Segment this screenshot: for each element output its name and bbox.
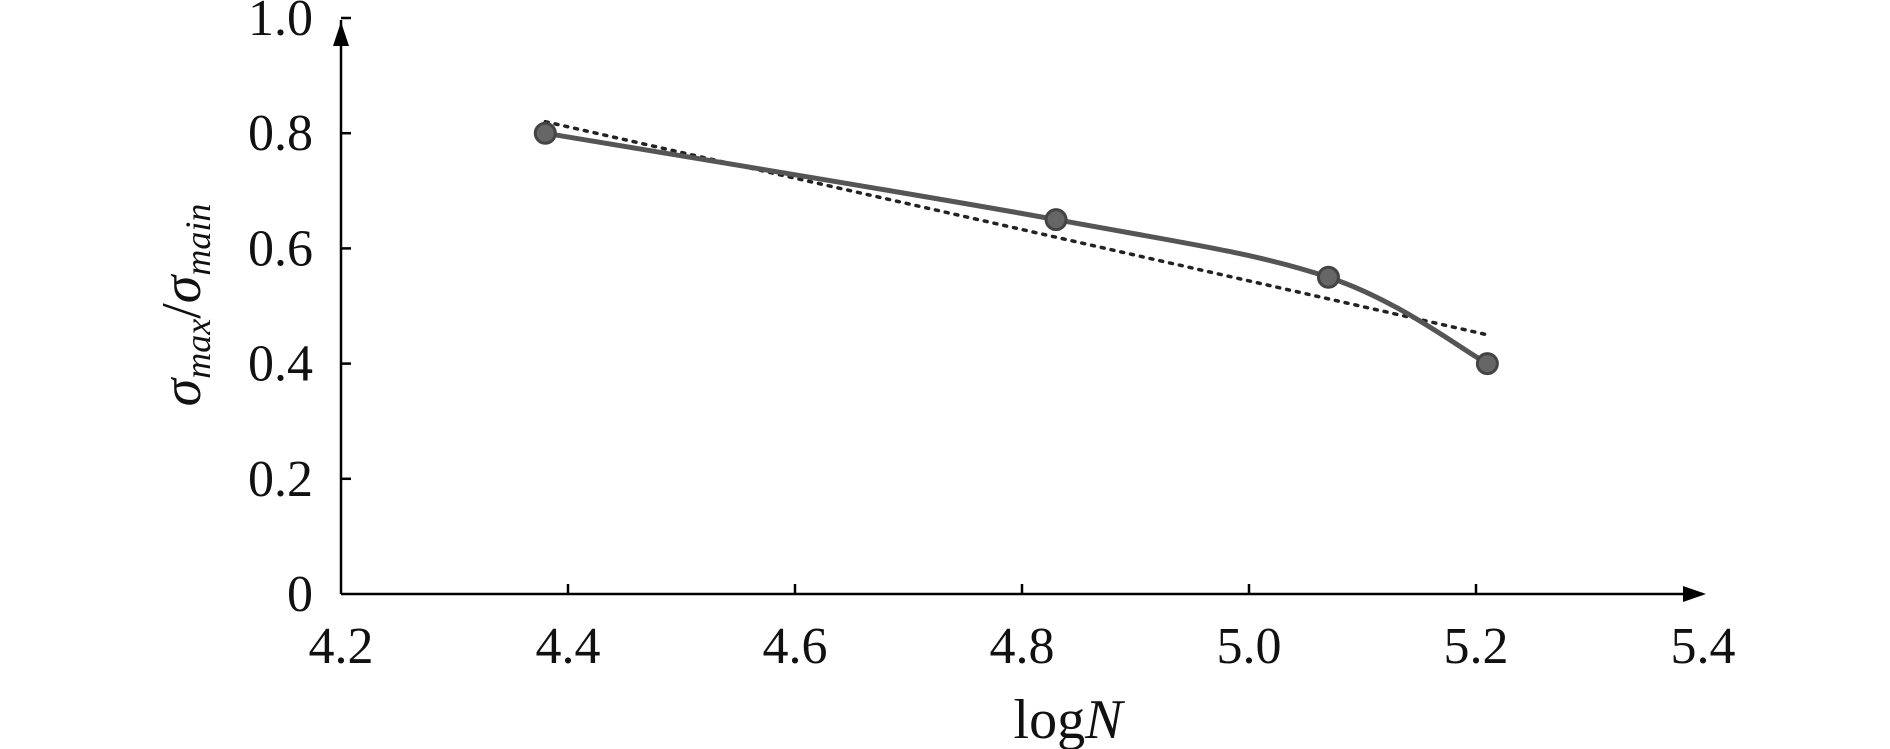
x-tick-label: 5.0 bbox=[1217, 618, 1282, 675]
trend-line bbox=[543, 119, 1490, 337]
y-axis-title-sigma-1: σ bbox=[151, 376, 213, 406]
y-axis-arrowhead bbox=[333, 22, 349, 46]
data-series-line bbox=[542, 130, 1490, 367]
y-axis-title-sigma-2: σ bbox=[151, 273, 213, 303]
y-tick-label: 1.0 bbox=[248, 0, 313, 47]
y-tick-label: 0.8 bbox=[248, 105, 313, 162]
x-tick-label: 4.8 bbox=[990, 618, 1055, 675]
x-axis-title: logN bbox=[1014, 689, 1126, 749]
x-tick-label: 4.2 bbox=[309, 618, 374, 675]
x-axis-title-variable: N bbox=[1084, 689, 1125, 749]
x-tick-label: 4.4 bbox=[536, 618, 601, 675]
x-axis-title-prefix: log bbox=[1014, 689, 1086, 749]
y-axis-title: σmax/σmain bbox=[151, 204, 218, 407]
y-axis-ticks: 0 0.2 0.4 0.6 0.8 1.0 bbox=[248, 0, 351, 623]
data-point bbox=[1475, 352, 1499, 376]
x-tick-label: 4.6 bbox=[763, 618, 828, 675]
plot-area bbox=[533, 119, 1499, 376]
x-tick-label: 5.4 bbox=[1671, 618, 1736, 675]
data-point bbox=[1316, 265, 1340, 289]
x-axis-arrowhead bbox=[1683, 586, 1706, 602]
y-axis-title-sub-main: main bbox=[178, 204, 218, 276]
axes bbox=[333, 20, 1706, 602]
y-tick-label: 0.4 bbox=[248, 336, 313, 393]
x-axis-ticks: 4.2 4.4 4.6 4.8 5.0 5.2 5.4 bbox=[309, 584, 1736, 675]
data-point bbox=[533, 121, 557, 145]
x-tick-label: 5.2 bbox=[1444, 618, 1509, 675]
y-axis-title-sub-max: max bbox=[178, 319, 218, 379]
y-tick-label: 0.2 bbox=[248, 451, 313, 508]
y-axis-title-slash: / bbox=[151, 303, 213, 319]
y-tick-label: 0.6 bbox=[248, 220, 313, 277]
y-tick-label: 0 bbox=[287, 566, 313, 623]
data-point bbox=[1044, 208, 1068, 232]
